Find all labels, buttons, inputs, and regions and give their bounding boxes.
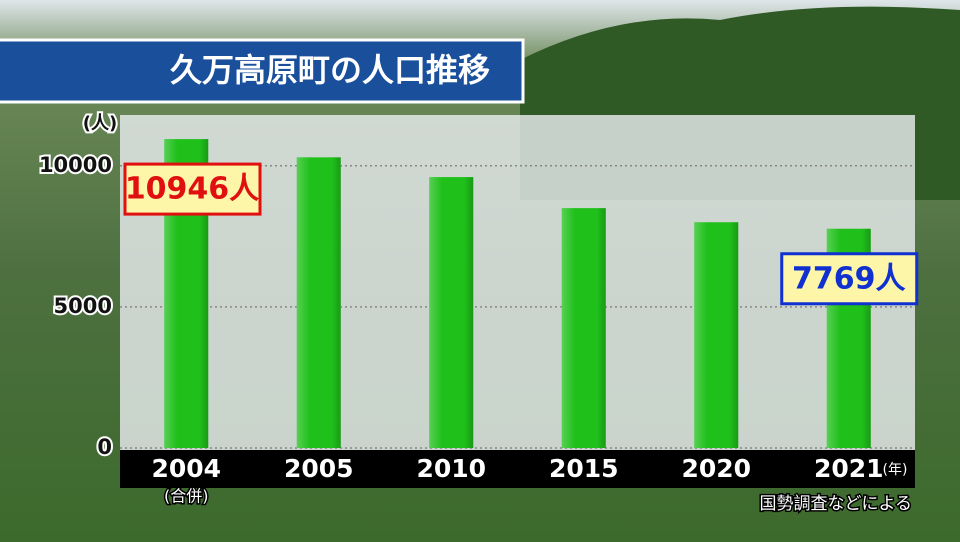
value-label: 10946人	[125, 172, 259, 207]
x-axis-band	[120, 450, 915, 488]
chart-title: 久万高原町の人口推移	[170, 51, 490, 89]
y-tick-label: 0	[97, 435, 112, 459]
y-unit: (人)	[83, 113, 117, 134]
x-tick-label: 2020	[681, 454, 751, 483]
x-unit: (年)	[883, 462, 908, 478]
y-tick-label: 10000	[39, 153, 112, 177]
bar-shade	[429, 177, 474, 448]
category-note: (合併)	[164, 487, 209, 506]
bar-shade	[296, 157, 341, 448]
value-label-box	[123, 162, 262, 216]
source: 国勢調査などによる	[760, 494, 913, 514]
title-banner	[0, 38, 525, 104]
bar-shade	[561, 208, 606, 448]
x-tick-label: 2021	[814, 454, 884, 483]
y-tick-label: 5000	[54, 294, 112, 318]
x-tick-label: 2010	[416, 454, 486, 483]
x-tick-label: 2005	[284, 454, 354, 483]
value-label-box	[780, 252, 919, 306]
x-tick-label: 2015	[549, 454, 619, 483]
x-tick-label: 2004	[151, 454, 221, 483]
bar-shade	[694, 222, 739, 448]
value-label: 7769人	[792, 261, 906, 296]
